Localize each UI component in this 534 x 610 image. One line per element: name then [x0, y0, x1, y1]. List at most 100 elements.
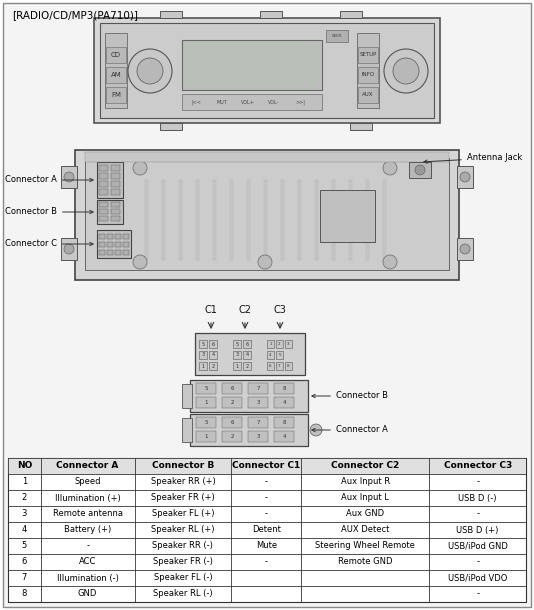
Text: USB/iPod GND: USB/iPod GND: [447, 542, 508, 550]
Bar: [199, 351, 207, 359]
Bar: [248, 383, 268, 394]
Text: 5: 5: [22, 542, 27, 550]
Text: 6: 6: [246, 342, 248, 346]
Text: -: -: [476, 509, 479, 518]
Text: -: -: [476, 478, 479, 487]
Bar: [340, 11, 362, 18]
Text: 5: 5: [204, 386, 208, 391]
Bar: [162, 180, 165, 260]
Text: Speaker FL (+): Speaker FL (+): [152, 509, 214, 518]
Text: 5: 5: [204, 420, 208, 425]
Text: -: -: [265, 558, 268, 567]
Circle shape: [384, 49, 428, 93]
Circle shape: [128, 49, 172, 93]
Bar: [99, 234, 105, 239]
Text: 8: 8: [282, 420, 286, 425]
Bar: [106, 67, 126, 83]
Text: |<<: |<<: [191, 99, 201, 105]
Text: AUX: AUX: [362, 93, 374, 98]
Text: Speed: Speed: [74, 478, 101, 487]
Bar: [94, 18, 440, 123]
Bar: [457, 238, 473, 260]
Text: 7: 7: [22, 573, 27, 583]
Bar: [8, 458, 526, 602]
Text: Mute: Mute: [256, 542, 277, 550]
Text: 1: 1: [235, 364, 239, 368]
Bar: [247, 180, 250, 260]
Text: 1: 1: [201, 364, 205, 368]
Bar: [222, 383, 242, 394]
Text: Connector A: Connector A: [312, 426, 388, 434]
Bar: [243, 351, 251, 359]
Text: 8: 8: [282, 386, 286, 391]
Bar: [222, 417, 242, 428]
Text: 4: 4: [246, 353, 248, 357]
Text: 2: 2: [22, 493, 27, 503]
Bar: [182, 94, 322, 110]
Bar: [233, 362, 241, 370]
Text: Aux Input R: Aux Input R: [341, 478, 390, 487]
Text: 3: 3: [256, 434, 260, 439]
Bar: [248, 431, 268, 442]
Text: Speaker RR (+): Speaker RR (+): [151, 478, 215, 487]
Bar: [267, 340, 274, 348]
Text: -: -: [265, 478, 268, 487]
Bar: [243, 362, 251, 370]
Bar: [196, 180, 199, 260]
Text: Antenna Jack: Antenna Jack: [424, 154, 522, 163]
Text: C2: C2: [239, 305, 252, 315]
Bar: [276, 351, 283, 359]
Bar: [409, 162, 431, 178]
Circle shape: [460, 244, 470, 254]
Bar: [320, 190, 375, 242]
Bar: [358, 67, 378, 83]
Text: 3: 3: [235, 353, 239, 357]
Text: 4: 4: [282, 400, 286, 405]
Bar: [99, 165, 108, 171]
Text: Illumination (-): Illumination (-): [57, 573, 119, 583]
Bar: [196, 431, 216, 442]
Circle shape: [64, 244, 74, 254]
Bar: [160, 123, 182, 130]
Text: AUX Detect: AUX Detect: [341, 525, 389, 534]
Text: Connector B: Connector B: [152, 462, 214, 470]
Circle shape: [310, 424, 322, 436]
Text: Speaker FL (-): Speaker FL (-): [154, 573, 212, 583]
Text: -: -: [476, 558, 479, 567]
Bar: [349, 180, 352, 260]
Bar: [264, 180, 267, 260]
Text: 2: 2: [278, 342, 281, 346]
Bar: [195, 333, 305, 375]
Bar: [326, 30, 348, 42]
Text: MUT: MUT: [217, 99, 227, 104]
Bar: [115, 234, 121, 239]
Bar: [123, 234, 129, 239]
Bar: [75, 150, 459, 280]
Circle shape: [64, 172, 74, 182]
Bar: [85, 152, 449, 162]
Bar: [274, 383, 294, 394]
Bar: [267, 351, 274, 359]
Text: 1: 1: [204, 400, 208, 405]
Bar: [111, 173, 120, 179]
Text: 6: 6: [230, 386, 234, 391]
Text: -: -: [476, 589, 479, 598]
Text: Remote antenna: Remote antenna: [53, 509, 123, 518]
Bar: [350, 123, 372, 130]
Text: 2: 2: [246, 364, 248, 368]
Text: Illumination (+): Illumination (+): [55, 493, 121, 503]
Bar: [99, 189, 108, 195]
Text: C3: C3: [273, 305, 286, 315]
Bar: [276, 340, 283, 348]
Bar: [276, 362, 283, 370]
Circle shape: [383, 255, 397, 269]
Bar: [99, 250, 105, 255]
Bar: [285, 362, 292, 370]
Text: VOL+: VOL+: [241, 99, 255, 104]
Bar: [233, 340, 241, 348]
Text: 1: 1: [22, 478, 27, 487]
Text: NO: NO: [17, 462, 32, 470]
Text: Detent: Detent: [252, 525, 281, 534]
Text: -: -: [265, 509, 268, 518]
Text: C1: C1: [205, 305, 217, 315]
